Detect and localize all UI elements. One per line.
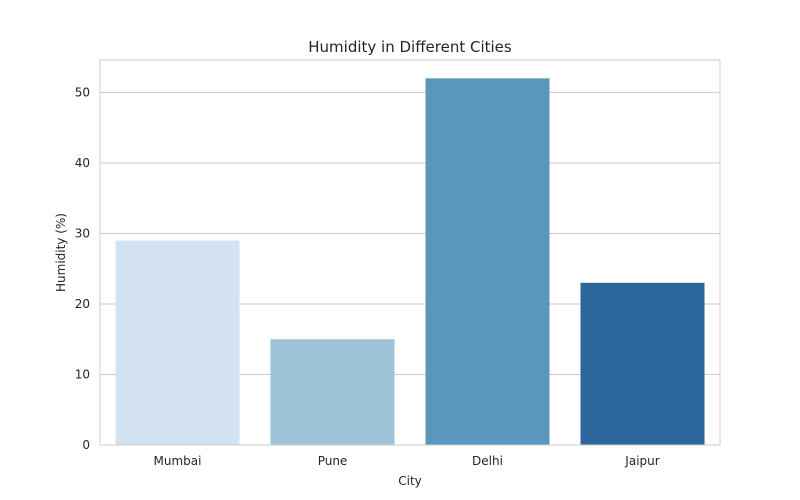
- plot-frame: [99, 59, 721, 446]
- x-tick-label-pune: Pune: [318, 454, 348, 468]
- bars-layer: [115, 78, 705, 445]
- y-tick-label: 30: [75, 226, 90, 240]
- y-ticks: 0 10 20 30 40 50: [75, 85, 90, 452]
- bar-pune: [270, 339, 395, 445]
- y-axis-label: Humidity (%): [54, 213, 68, 292]
- plot-area: [99, 59, 721, 446]
- x-tick-label-jaipur: Jaipur: [624, 454, 659, 468]
- y-tick-label: 50: [75, 85, 90, 99]
- x-axis-label: City: [398, 474, 422, 488]
- y-tick-label: 40: [75, 156, 90, 170]
- bar-mumbai: [115, 240, 240, 445]
- chart-title: Humidity in Different Cities: [308, 38, 512, 56]
- x-ticks: Mumbai Pune Delhi Jaipur: [154, 454, 660, 468]
- bar-delhi: [425, 78, 550, 445]
- y-tick-label: 20: [75, 297, 90, 311]
- x-tick-label-mumbai: Mumbai: [154, 454, 202, 468]
- y-tick-label: 10: [75, 367, 90, 381]
- x-tick-label-delhi: Delhi: [472, 454, 503, 468]
- bar-jaipur: [580, 282, 705, 445]
- y-tick-label: 0: [82, 438, 90, 452]
